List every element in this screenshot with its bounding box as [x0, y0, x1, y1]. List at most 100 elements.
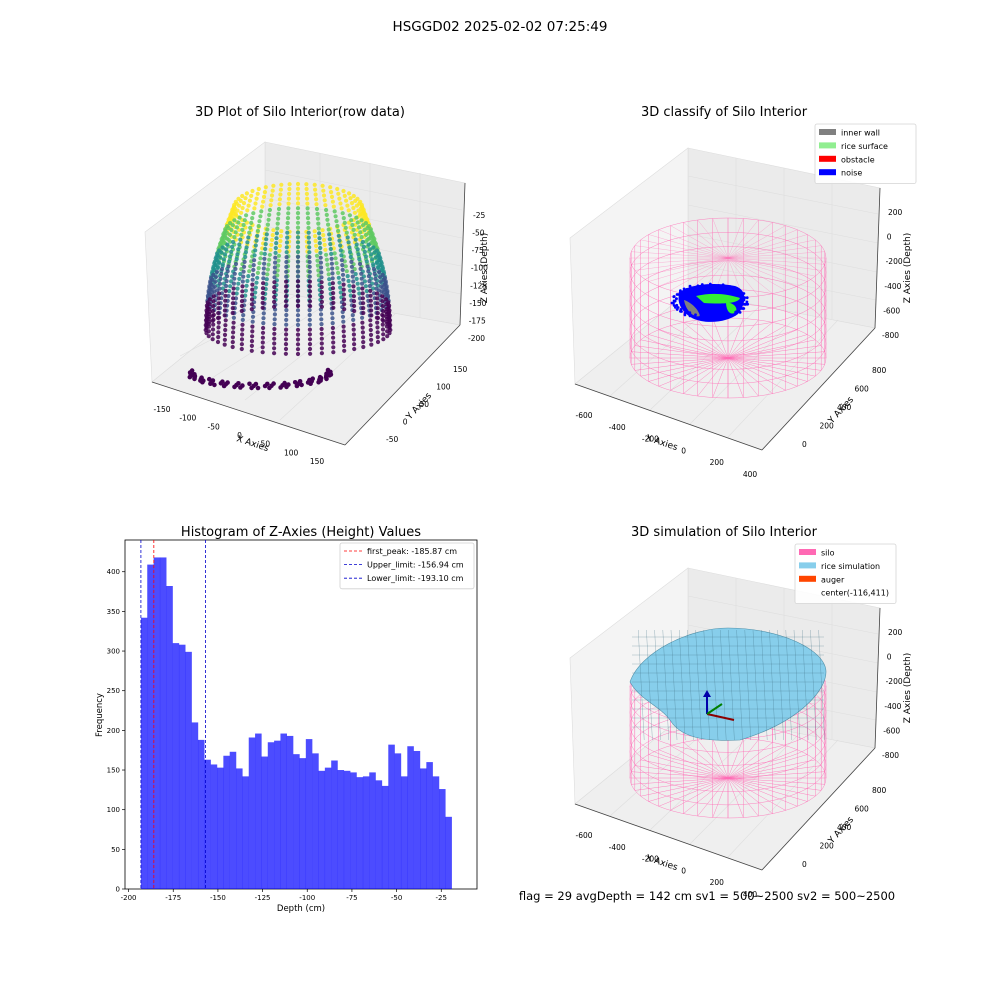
raw-point	[295, 303, 301, 309]
raw-point	[319, 304, 324, 309]
raw-point	[371, 262, 376, 267]
raw-point	[367, 279, 372, 284]
raw-point	[220, 262, 225, 267]
raw-point	[328, 185, 333, 190]
silo-spoke	[727, 245, 822, 259]
silo-spoke	[727, 357, 773, 394]
raw-point	[285, 235, 290, 240]
raw-point	[265, 222, 270, 227]
raw-point	[217, 281, 223, 286]
raw-point	[230, 344, 235, 350]
raw-point	[236, 247, 241, 252]
raw-point	[313, 234, 318, 239]
silo-spoke	[727, 357, 825, 365]
silo-spoke	[640, 339, 729, 359]
raw-point	[315, 211, 320, 216]
raw-point	[347, 283, 352, 288]
raw-point	[360, 315, 365, 320]
noise-point	[704, 284, 708, 288]
raw-point	[375, 330, 380, 335]
raw-point	[268, 203, 273, 208]
raw-x-tick-label: 150	[310, 457, 325, 466]
silo-spoke	[697, 739, 729, 779]
raw-point	[357, 261, 363, 267]
histogram-x-tick-label: -100	[299, 894, 315, 902]
raw-point	[260, 204, 265, 209]
silo-spoke	[658, 777, 729, 807]
noise-point	[708, 282, 712, 286]
silo-spoke	[683, 222, 729, 259]
raw-point	[368, 293, 373, 298]
raw-point	[283, 304, 288, 309]
raw-point	[338, 290, 343, 295]
raw-point	[283, 346, 289, 352]
histogram-x-ticks: -200 -175 -150 -125 -100 -75 -50 -25	[121, 889, 447, 902]
raw-point	[368, 288, 373, 293]
classify-x-tick-label: -200	[642, 435, 659, 444]
raw-point	[267, 257, 272, 262]
silo-spoke	[683, 742, 729, 779]
raw-point	[340, 211, 345, 216]
raw-point	[336, 228, 341, 233]
raw-point	[206, 316, 211, 321]
simulation-x-tick-label: 200	[710, 878, 725, 887]
raw-point	[342, 220, 347, 225]
raw-point	[342, 302, 347, 307]
raw-point	[358, 230, 363, 235]
raw-point	[349, 264, 354, 269]
raw-point	[294, 383, 300, 389]
silo-spoke	[727, 357, 744, 398]
silo-spoke	[640, 357, 729, 377]
silo-spoke	[697, 219, 729, 259]
raw-point	[268, 247, 273, 252]
raw-point	[231, 320, 236, 325]
raw-point	[332, 209, 337, 214]
silo-spoke	[670, 325, 729, 359]
raw-point	[244, 283, 249, 288]
raw-point	[382, 287, 388, 292]
classify-legend-swatch	[819, 155, 836, 162]
noise-point	[711, 316, 715, 320]
raw-point	[361, 244, 366, 249]
silo-spoke	[727, 357, 816, 377]
silo-spoke	[727, 229, 798, 259]
raw-point	[332, 251, 337, 256]
raw-point	[375, 339, 381, 345]
raw-point	[344, 230, 349, 235]
raw-point	[382, 282, 387, 287]
raw-point	[334, 219, 339, 224]
raw-point	[369, 342, 374, 347]
raw-point	[361, 310, 366, 316]
mesh-line	[818, 629, 825, 741]
silo-spoke	[640, 257, 729, 277]
raw-point	[209, 282, 214, 287]
raw-point	[330, 199, 335, 204]
raw-point	[210, 318, 215, 323]
raw-point	[249, 193, 254, 198]
raw-point	[239, 210, 244, 215]
raw-point	[351, 299, 357, 304]
raw-point	[272, 317, 277, 322]
raw-point	[358, 266, 363, 271]
histogram-x-tick-label: -75	[346, 894, 357, 902]
raw-y-tick-label: 150	[453, 365, 468, 374]
raw-point	[351, 337, 357, 342]
raw-point	[216, 260, 221, 265]
histogram-legend-label: Upper_limit: -156.94 cm	[367, 561, 464, 570]
histogram-bar	[166, 586, 173, 889]
raw-point	[284, 332, 289, 337]
raw-point	[210, 308, 216, 314]
raw-point	[215, 339, 221, 345]
raw-point	[260, 286, 266, 291]
classify-legend-swatch	[819, 129, 836, 135]
raw-point	[222, 252, 227, 257]
classify-y-axis-label: Y Axies	[826, 395, 856, 427]
raw-point	[272, 312, 277, 317]
raw-point	[360, 281, 365, 286]
simulation-z-tick-label: 0	[887, 653, 892, 662]
silo-spoke	[727, 234, 808, 259]
raw-point	[231, 286, 236, 291]
raw-z-tick-label: -50	[472, 229, 484, 238]
raw-x-tick-label: -50	[208, 422, 220, 431]
raw-point	[272, 326, 277, 332]
